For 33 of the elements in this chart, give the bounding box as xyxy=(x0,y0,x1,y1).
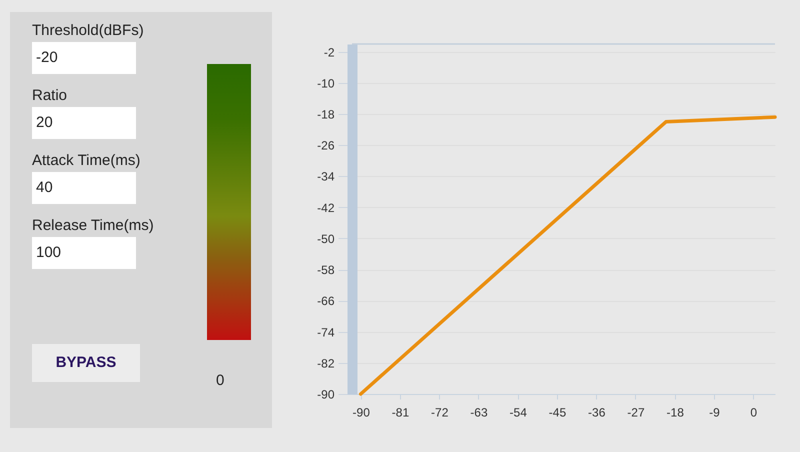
y-tick-label: -18 xyxy=(317,108,335,122)
text: 0 xyxy=(216,372,224,389)
x-tick-label: -9 xyxy=(709,406,720,420)
text: Attack Time(ms) xyxy=(32,152,140,169)
y-tick-label: -10 xyxy=(317,76,335,90)
text: Ratio xyxy=(32,87,68,104)
text: Release Time(ms) xyxy=(32,217,154,234)
x-tick-label: 0 xyxy=(750,406,758,420)
y-tick-label: -42 xyxy=(317,200,335,215)
x-tick-label: -36 xyxy=(588,406,606,420)
text: 20 xyxy=(32,107,136,139)
text: 40 xyxy=(32,172,136,204)
y-tick-label: -82 xyxy=(317,356,335,370)
text: BYPASS xyxy=(32,344,140,382)
y-tick-label: -2 xyxy=(324,45,335,60)
x-tick-label: -72 xyxy=(431,406,449,420)
x-tick-label: -18 xyxy=(666,406,684,420)
y-tick-label: -26 xyxy=(317,138,335,153)
x-tick-label: -81 xyxy=(392,406,410,420)
x-tick-label: -63 xyxy=(470,406,488,420)
y-tick-label: -74 xyxy=(317,325,335,340)
text: -20 xyxy=(32,42,136,74)
y-tick-label: -90 xyxy=(317,388,335,402)
y-tick-label: -50 xyxy=(317,232,335,246)
y-tick-label: -66 xyxy=(317,294,335,308)
text: 100 xyxy=(32,237,136,269)
y-tick-label: -58 xyxy=(317,263,335,278)
x-tick-label: -90 xyxy=(352,406,370,420)
x-tick-label: -54 xyxy=(510,406,528,420)
text: Threshold(dBFs) xyxy=(32,22,144,39)
x-tick-label: -45 xyxy=(548,406,566,420)
y-tick-label: -34 xyxy=(317,170,335,184)
x-tick-label: -27 xyxy=(627,406,645,420)
